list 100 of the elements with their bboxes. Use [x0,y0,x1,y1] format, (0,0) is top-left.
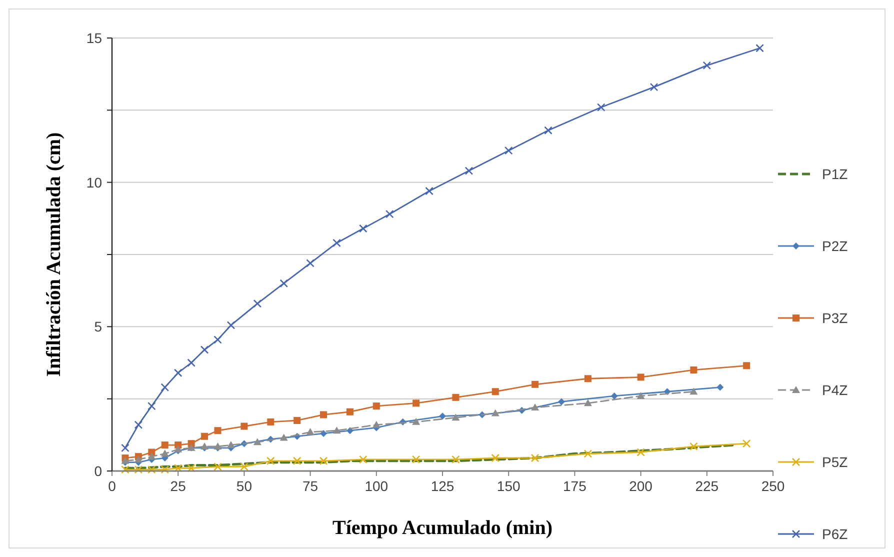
point [742,439,751,448]
point [253,299,262,308]
point [439,412,446,420]
point [280,279,288,288]
point [280,434,288,441]
legend-label: P3Z [822,310,848,326]
point [148,452,156,460]
point [584,450,592,458]
point [637,374,644,381]
point [174,368,182,378]
x-axis-title: Tíempo Acumulado (min) [332,517,553,539]
x-tick-label: 200 [629,478,653,494]
point [134,420,143,429]
x-tick-label: 225 [695,478,719,494]
point [346,427,354,434]
y-tick-label: 0 [94,463,102,479]
legend-label: P6Z [822,526,848,542]
point [702,61,712,70]
point [319,456,328,466]
point [359,224,368,233]
legend-label: P4Z [822,382,848,398]
point [201,432,208,440]
point [148,402,156,410]
point [121,465,130,474]
x-tick-label: 100 [364,478,388,494]
point [200,346,209,354]
legend-label: P2Z [822,238,848,254]
y-tick-label: 5 [94,318,102,335]
legend-label: P1Z [822,166,848,182]
point [306,428,314,436]
x-tick-label: 150 [496,478,520,494]
point [452,455,460,464]
x-tick-label: 125 [430,478,454,494]
point [320,411,328,418]
x-tick-label: 250 [761,478,785,494]
y-axis-title: Infiltración Acumulada (cm) [43,132,65,377]
point [266,456,275,466]
point [610,392,618,400]
point [690,442,698,451]
point [174,464,182,472]
x-tick-label: 175 [563,478,587,494]
point [320,430,328,437]
point [134,465,143,474]
x-tick-label: 75 [302,478,318,494]
x-tick-label: 0 [108,478,116,494]
point [756,44,764,52]
point [226,441,235,448]
point [160,450,169,457]
point [121,444,130,452]
point [214,336,222,344]
point [504,146,513,155]
point [650,82,658,92]
y-tick-label: 10 [86,174,102,190]
point [412,400,420,407]
point [306,259,314,268]
point [452,414,460,421]
point [214,462,222,471]
x-tick-label: 25 [170,478,186,494]
point [372,420,380,428]
point [452,394,460,401]
point [491,454,500,462]
point [240,422,248,430]
point [491,409,500,416]
point [636,392,645,399]
point [253,438,262,446]
point [214,427,222,434]
point [332,238,341,248]
point [425,186,434,196]
point [531,403,540,410]
point [743,362,750,370]
point [240,462,248,471]
line-series [124,444,735,470]
point [532,380,539,388]
point [492,388,499,396]
point [292,456,302,466]
point [148,465,156,474]
x-tick-label: 50 [236,478,252,494]
point [690,366,698,374]
point [530,454,540,462]
point [690,388,698,395]
point [372,402,380,410]
point [385,210,394,218]
point [332,426,341,434]
point [412,455,420,464]
legend-label: P5Z [822,454,848,470]
point [161,442,168,449]
point [464,166,474,175]
point [294,416,301,424]
point [267,418,274,426]
point [359,455,368,464]
point [544,126,552,135]
point [596,103,606,112]
point [160,465,170,474]
point [716,384,724,391]
point [187,464,196,472]
point [584,375,592,382]
point [346,408,354,416]
y-tick-label: 15 [86,30,102,46]
point [558,398,565,406]
point [636,448,645,456]
